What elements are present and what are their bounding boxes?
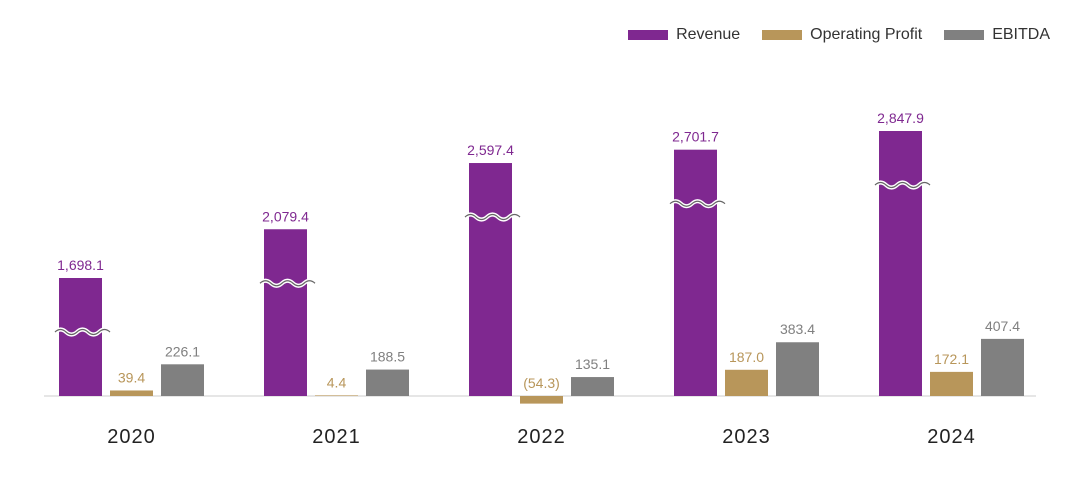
bar-ebitda-2021 bbox=[366, 369, 409, 396]
axis-break-outline-2021 bbox=[259, 280, 316, 287]
data-label-operating-profit-2023: 187.0 bbox=[729, 349, 764, 365]
legend-swatch-revenue bbox=[628, 30, 669, 40]
data-label-ebitda-2021: 188.5 bbox=[370, 349, 405, 365]
data-label-revenue-2023: 2,701.7 bbox=[672, 129, 719, 145]
bar-revenue-2020 bbox=[59, 278, 102, 396]
data-label-ebitda-2022: 135.1 bbox=[575, 356, 610, 372]
bar-revenue-2024 bbox=[879, 131, 922, 396]
x-tick-label-2024: 2024 bbox=[927, 426, 976, 448]
data-label-operating-profit-2020: 39.4 bbox=[118, 369, 145, 385]
bar-operating-profit-2024 bbox=[930, 371, 973, 396]
legend-item-operating-profit: Operating Profit bbox=[762, 26, 922, 44]
x-tick-label-2022: 2022 bbox=[517, 426, 566, 448]
axis-break-outline-2020 bbox=[54, 328, 111, 336]
x-tick-label-2021: 2021 bbox=[312, 426, 361, 448]
data-label-ebitda-2020: 226.1 bbox=[165, 343, 200, 359]
legend-item-ebitda: EBITDA bbox=[944, 26, 1050, 44]
data-label-revenue-2022: 2,597.4 bbox=[467, 142, 514, 158]
legend-swatch-operating-profit bbox=[762, 30, 803, 40]
legend-label-revenue: Revenue bbox=[676, 26, 741, 43]
bar-ebitda-2020 bbox=[161, 364, 204, 396]
data-label-operating-profit-2022: (54.3) bbox=[523, 375, 560, 391]
bar-operating-profit-2021 bbox=[315, 395, 358, 396]
bar-ebitda-2024 bbox=[981, 338, 1024, 396]
x-tick-label-2020: 2020 bbox=[107, 426, 156, 448]
data-label-operating-profit-2024: 172.1 bbox=[934, 351, 969, 367]
x-tick-label-2023: 2023 bbox=[722, 426, 771, 448]
data-label-revenue-2020: 1,698.1 bbox=[57, 257, 104, 273]
bar-revenue-2021 bbox=[264, 229, 307, 396]
legend-item-revenue: Revenue bbox=[628, 26, 740, 44]
bar-revenue-2023 bbox=[674, 149, 717, 396]
legend-swatch-ebitda bbox=[944, 30, 985, 40]
axis-break-outline-2022 bbox=[464, 213, 521, 221]
bar-ebitda-2023 bbox=[776, 342, 819, 396]
bar-operating-profit-2022 bbox=[520, 396, 563, 404]
axis-break-outline-2024 bbox=[874, 181, 931, 189]
legend-label-operating-profit: Operating Profit bbox=[810, 26, 923, 43]
bar-ebitda-2022 bbox=[571, 377, 614, 396]
data-label-revenue-2024: 2,847.9 bbox=[877, 110, 924, 126]
data-label-ebitda-2024: 407.4 bbox=[985, 318, 1020, 334]
bar-revenue-2022 bbox=[469, 163, 512, 396]
data-label-revenue-2021: 2,079.4 bbox=[262, 208, 309, 224]
legend: Revenue Operating Profit EBITDA bbox=[628, 26, 1050, 44]
data-label-ebitda-2023: 383.4 bbox=[780, 321, 815, 337]
bar-operating-profit-2023 bbox=[725, 369, 768, 396]
axis-break-outline-2023 bbox=[669, 200, 726, 207]
data-label-operating-profit-2021: 4.4 bbox=[327, 374, 347, 390]
bar-operating-profit-2020 bbox=[110, 390, 153, 396]
legend-label-ebitda: EBITDA bbox=[992, 26, 1050, 43]
